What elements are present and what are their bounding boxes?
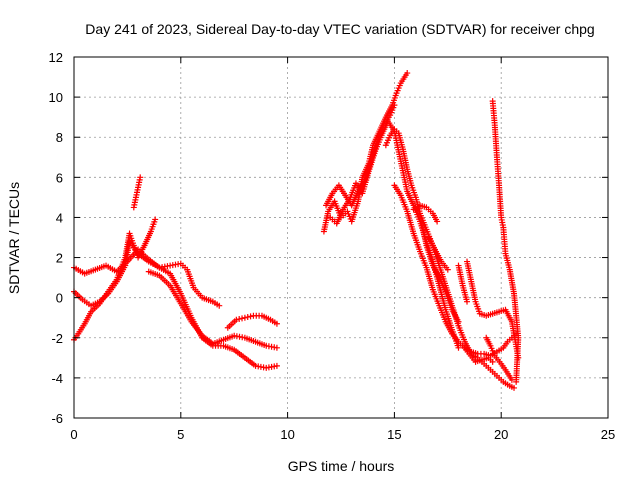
series-track-3 [71,216,159,343]
data-point [244,314,251,321]
data-point [404,70,411,77]
data-point [239,315,246,322]
data-point [464,298,471,305]
data-point [273,344,280,351]
y-axis-label: SDTVAR / TECUs [6,182,22,294]
series-track-14 [425,234,451,273]
y-tick-label: 12 [49,50,63,65]
x-tick-label: 25 [601,427,615,442]
y-tick-label: 0 [56,291,63,306]
axis-ticks: 0 5 10 15 20 25 -6 -4 -2 0 2 4 6 8 10 12 [49,50,616,442]
x-tick-label: 0 [70,427,77,442]
y-tick-label: 8 [56,130,63,145]
x-tick-label: 15 [387,427,401,442]
x-axis-label: GPS time / hours [288,458,395,474]
series-track-1 [71,246,223,309]
series-track-13 [419,222,462,325]
data-point [241,314,248,321]
series-track-4 [130,174,144,211]
data-point [233,316,240,323]
series-track-12 [410,202,441,225]
y-tick-label: 2 [56,251,63,266]
plot-frame [73,56,609,419]
data-point [216,302,223,309]
data-point [137,174,144,181]
data-point [489,358,496,365]
series-track-11 [391,182,520,359]
data-point [391,102,398,109]
y-tick-label: -6 [51,411,63,426]
y-tick-label: 10 [49,90,63,105]
x-tick-label: 20 [494,427,508,442]
data-point [236,316,243,323]
grid [74,57,608,418]
series-track-2 [71,238,280,371]
series-track-15 [455,262,471,305]
series-track-19 [483,334,515,383]
y-tick-label: 6 [56,170,63,185]
data-point [152,216,159,223]
series-track-17 [459,342,496,365]
series-track-6 [224,312,280,331]
x-tick-label: 5 [177,427,184,442]
data-point [455,344,462,351]
series-track-5 [145,268,280,351]
x-tick-label: 10 [280,427,294,442]
data-point [455,318,462,325]
data-point [273,320,280,327]
y-tick-label: 4 [56,210,63,225]
data-point [511,384,518,391]
series-track-18 [489,98,522,385]
data-point [444,266,451,273]
data-point [513,378,520,385]
data-point [508,376,515,383]
chart-title: Day 241 of 2023, Sidereal Day-to-day VTE… [85,21,594,37]
y-tick-label: -4 [51,371,63,386]
data-marks [71,70,522,391]
data-point [434,218,441,225]
data-point [247,313,254,320]
y-tick-label: -2 [51,331,63,346]
data-point [273,362,280,369]
